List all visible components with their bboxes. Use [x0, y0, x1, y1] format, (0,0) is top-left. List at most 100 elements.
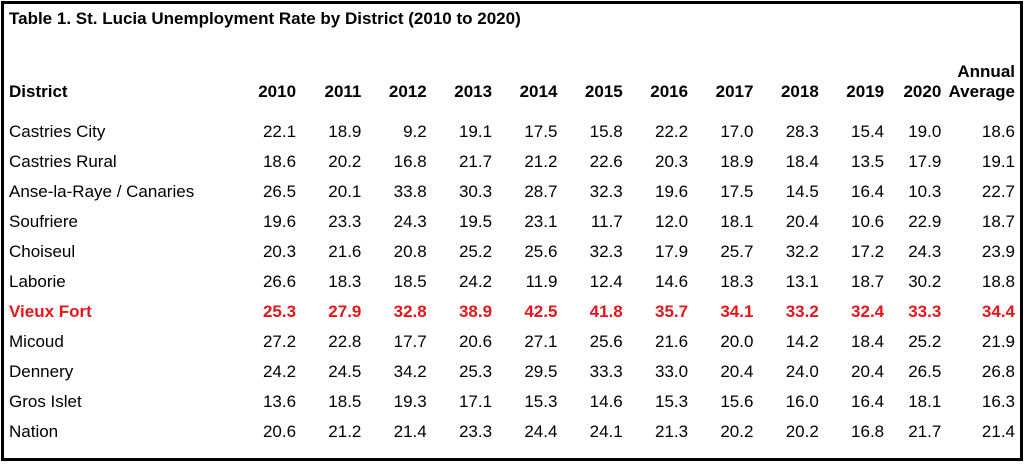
rate-cell-2010: 20.3	[262, 242, 297, 261]
rate-cell-2017: 17.5	[720, 182, 754, 201]
rate-cell-2015: 24.1	[589, 422, 623, 441]
annual-average-cell: 18.7	[981, 212, 1015, 231]
rate-cell-2011: 24.5	[328, 362, 362, 381]
spacer-row	[4, 107, 1018, 117]
year-header-2010: 2010	[258, 82, 297, 101]
rate-cell-2010: 19.6	[262, 212, 297, 231]
rate-cell-2012: 21.4	[393, 422, 427, 441]
annual-average-cell: 22.7	[981, 182, 1015, 201]
rate-cell-2011: 21.6	[328, 242, 362, 261]
rate-cell-2018: 13.1	[785, 272, 819, 291]
rate-cell-2020: 21.7	[908, 422, 942, 441]
rate-cell-2015: 15.8	[589, 122, 623, 141]
annual-average-cell: 23.9	[981, 242, 1015, 261]
district-header: District	[9, 82, 68, 101]
rate-cell-2013: 20.6	[458, 332, 493, 351]
rate-cell-2016: 21.6	[655, 332, 689, 351]
rate-cell-2010: 27.2	[262, 332, 297, 351]
rate-cell-2018: 24.0	[785, 362, 819, 381]
annual-average-header: Annual Average	[941, 38, 1018, 107]
rate-cell-2016: 15.3	[655, 392, 689, 411]
rate-cell-2017: 20.2	[720, 422, 754, 441]
annual-average-cell: 16.3	[981, 392, 1015, 411]
district-name: Laborie	[9, 272, 66, 291]
rate-cell-2016: 12.0	[655, 212, 689, 231]
annual-average-cell: 21.4	[981, 422, 1015, 441]
rate-cell-2013: 21.7	[458, 152, 493, 171]
rate-cell-2016: 35.7	[655, 302, 689, 321]
rate-cell-2019: 16.8	[851, 422, 885, 441]
rate-cell-2012: 34.2	[393, 362, 427, 381]
rate-cell-2018: 28.3	[785, 122, 819, 141]
rate-cell-2015: 32.3	[589, 182, 623, 201]
rate-cell-2010: 22.1	[262, 122, 297, 141]
rate-cell-2015: 14.6	[589, 392, 623, 411]
rate-cell-2017: 34.1	[720, 302, 754, 321]
district-name: Nation	[9, 422, 59, 441]
rate-cell-2014: 11.9	[525, 272, 558, 291]
rate-cell-2013: 17.1	[458, 392, 493, 411]
rate-cell-2016: 33.0	[655, 362, 689, 381]
rate-cell-2015: 22.6	[589, 152, 623, 171]
rate-cell-2012: 19.3	[393, 392, 427, 411]
annual-average-cell: 26.8	[981, 362, 1015, 381]
table-row: Castries Rural 18.6 20.2 16.8 21.7 21.2 22.6 20…	[4, 147, 1018, 177]
rate-cell-2014: 15.3	[524, 392, 558, 411]
rate-cell-2010: 25.3	[262, 302, 297, 321]
rate-cell-2018: 20.2	[785, 422, 819, 441]
rate-cell-2015: 11.7	[590, 212, 623, 231]
rate-cell-2020: 18.1	[908, 392, 942, 411]
header-row: District 2010 2011 2012 2013 2014 2015 2016 201…	[4, 38, 1018, 107]
table-row: Choiseul 20.3 21.6 20.8 25.2 25.6 32.3 17.9 25.7…	[4, 237, 1018, 267]
rate-cell-2012: 9.2	[403, 122, 427, 141]
rate-cell-2013: 30.3	[458, 182, 493, 201]
district-name: Dennery	[9, 362, 74, 381]
rate-cell-2019: 17.2	[851, 242, 885, 261]
rate-cell-2011: 20.1	[328, 182, 362, 201]
year-header-2019: 2019	[846, 82, 885, 101]
rate-cell-2013: 19.5	[458, 212, 493, 231]
rate-cell-2011: 22.8	[328, 332, 362, 351]
annual-average-cell: 18.8	[981, 272, 1015, 291]
rate-cell-2012: 20.8	[393, 242, 427, 261]
rate-cell-2018: 32.2	[785, 242, 819, 261]
rate-cell-2020: 33.3	[908, 302, 942, 321]
rate-cell-2016: 19.6	[655, 182, 689, 201]
district-name: Castries City	[9, 122, 106, 141]
rate-cell-2013: 23.3	[458, 422, 493, 441]
unemployment-table: District 2010 2011 2012 2013 2014 2015 2016 201…	[4, 38, 1018, 447]
rate-cell-2012: 24.3	[393, 212, 427, 231]
rate-cell-2014: 29.5	[524, 362, 558, 381]
rate-cell-2019: 16.4	[851, 182, 885, 201]
rate-cell-2011: 18.9	[328, 122, 362, 141]
rate-cell-2012: 32.8	[393, 302, 427, 321]
rate-cell-2015: 41.8	[589, 302, 623, 321]
rate-cell-2016: 22.2	[655, 122, 689, 141]
rate-cell-2015: 33.3	[589, 362, 623, 381]
rate-cell-2018: 33.2	[785, 302, 819, 321]
rate-cell-2011: 27.9	[328, 302, 362, 321]
rate-cell-2019: 15.4	[851, 122, 885, 141]
table-body: Castries City 22.1 18.9 9.2 19.1 17.5 15.8 22.2…	[4, 107, 1018, 447]
rate-cell-2018: 14.5	[785, 182, 819, 201]
rate-cell-2014: 25.6	[524, 242, 558, 261]
year-header-2018: 2018	[780, 82, 819, 101]
district-name: Vieux Fort	[9, 302, 92, 321]
table-row: Micoud 27.2 22.8 17.7 20.6 27.1 25.6 21.6 20.0 14…	[4, 327, 1018, 357]
table-row: Soufriere 19.6 23.3 24.3 19.5 23.1 11.7 12.0 18.…	[4, 207, 1018, 237]
rate-cell-2018: 16.0	[785, 392, 819, 411]
rate-cell-2019: 16.4	[851, 392, 885, 411]
annual-average-cell: 21.9	[981, 332, 1015, 351]
annual-average-header-line1: Annual	[957, 62, 1015, 81]
rate-cell-2020: 30.2	[908, 272, 942, 291]
rate-cell-2014: 17.5	[524, 122, 558, 141]
annual-average-cell: 19.1	[981, 152, 1015, 171]
district-name: Anse-la-Raye / Canaries	[9, 182, 195, 201]
rate-cell-2019: 32.4	[851, 302, 885, 321]
rate-cell-2019: 18.7	[851, 272, 885, 291]
rate-cell-2020: 26.5	[908, 362, 942, 381]
rate-cell-2010: 24.2	[262, 362, 297, 381]
rate-cell-2013: 19.1	[458, 122, 493, 141]
rate-cell-2020: 19.0	[908, 122, 942, 141]
rate-cell-2020: 24.3	[908, 242, 942, 261]
